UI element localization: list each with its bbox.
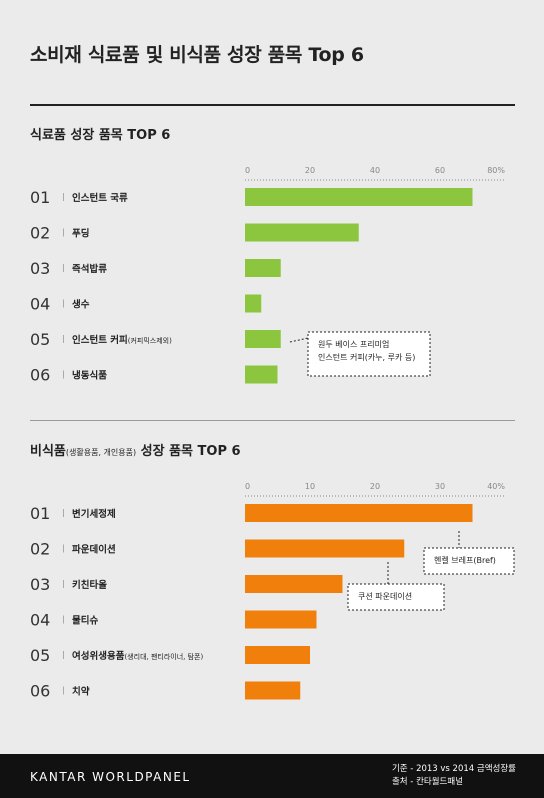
tick-label: 30 — [435, 482, 445, 491]
bar — [245, 610, 317, 629]
category-label: 푸딩 — [72, 228, 89, 240]
bar — [245, 539, 405, 558]
callout-box — [307, 331, 431, 377]
bar — [245, 259, 281, 277]
nonfood-title-note: (생활용품, 개인용품) — [65, 448, 137, 457]
nonfood-title-main: 비식품 — [30, 444, 66, 459]
food-section-title: 식료품 성장 품목 TOP 6 — [30, 128, 171, 143]
callout-text: 헨켈 브레프(Bref) — [434, 555, 496, 565]
rank-divider — [63, 193, 64, 201]
basis-note: 기준 - 2013 vs 2014 금액성장률 — [391, 764, 516, 774]
category-label: 치약 — [72, 686, 90, 698]
rank-label: 05 — [30, 646, 50, 665]
callout-text: 인스턴트 커피(카누, 루카 등) — [318, 352, 415, 362]
source-note: 출처 - 칸타월드패널 — [391, 777, 463, 787]
category-label: 즉석밥류 — [72, 263, 107, 275]
rank-label: 06 — [30, 366, 50, 385]
category-note: (생리대, 팬티라이너, 탐폰) — [124, 652, 203, 661]
bar — [245, 646, 310, 664]
rank-divider — [63, 686, 64, 695]
tick-label: 20 — [370, 482, 380, 491]
callout-box — [347, 583, 445, 611]
rank-label: 06 — [30, 682, 50, 701]
tick-label: 40% — [487, 482, 505, 491]
bar — [245, 681, 301, 700]
rank-label: 03 — [30, 575, 50, 594]
rank-divider — [63, 651, 64, 659]
category-label: 물티슈 — [72, 615, 98, 627]
tick-label: 80% — [487, 166, 505, 175]
rank-divider — [63, 370, 64, 379]
tick-label: 20 — [305, 166, 315, 175]
rank-label: 02 — [30, 540, 50, 559]
bar — [245, 223, 359, 242]
category-note: (커피믹스제외) — [128, 336, 172, 345]
bar — [245, 575, 343, 593]
tick-label: 40 — [370, 166, 380, 175]
callout-box — [423, 547, 515, 575]
rank-divider — [63, 335, 64, 343]
rank-divider — [63, 509, 64, 517]
category-label: 인스턴트 국류 — [72, 192, 128, 204]
brand-logo: KANTAR WORLDPANEL — [30, 770, 191, 784]
category-label: 키친타올 — [72, 579, 107, 591]
rank-divider — [63, 264, 64, 272]
footer-bar: KANTAR WORLDPANEL 기준 - 2013 vs 2014 금액성장… — [0, 754, 544, 798]
rank-label: 01 — [30, 188, 50, 207]
category-label: 인스턴트 커피(커피믹스제외) — [72, 334, 172, 346]
nonfood-growth-chart: 0 10 20 30 40% 01 변기세정제 02 파운데이션 03 키친타올 04 물티슈 05 여성위… — [30, 482, 515, 701]
callout-pointer — [289, 337, 309, 343]
bar — [245, 188, 473, 206]
tick-label: 60 — [435, 166, 445, 175]
callout-text: 원두 베이스 프리미엄 — [318, 339, 389, 349]
rank-divider — [63, 615, 64, 624]
category-label: 냉동식품 — [72, 370, 107, 382]
title-divider — [30, 104, 515, 106]
rank-divider — [63, 228, 64, 237]
category-label: 변기세정제 — [72, 508, 116, 520]
rank-label: 01 — [30, 504, 50, 523]
category-label: 파운데이션 — [72, 544, 116, 556]
bar — [245, 294, 262, 313]
callout-text: 쿠션 파운데이션 — [358, 591, 412, 601]
category-label: 생수 — [72, 299, 90, 311]
tick-label: 0 — [245, 482, 250, 491]
nonfood-title-suffix: 성장 품목 TOP 6 — [136, 444, 241, 459]
bar — [245, 504, 473, 522]
rank-divider — [63, 299, 64, 308]
tick-label: 0 — [245, 166, 250, 175]
rank-label: 04 — [30, 611, 50, 630]
rank-label: 03 — [30, 259, 50, 278]
category-label: 여성위생용품(생리대, 팬티라이너, 탐폰) — [72, 650, 203, 662]
rank-label: 05 — [30, 330, 50, 349]
rank-label: 02 — [30, 224, 50, 243]
tick-label: 10 — [305, 482, 315, 491]
bar — [245, 365, 278, 384]
rank-divider — [63, 544, 64, 553]
page-title: 소비재 식료품 및 비식품 성장 품목 Top 6 — [30, 44, 364, 66]
rank-divider — [63, 580, 64, 588]
footer-note: 기준 - 2013 vs 2014 금액성장률 출처 - 칸타월드패널 — [392, 763, 516, 789]
food-growth-chart: 0 20 40 60 80% 01 인스턴트 국류 02 푸딩 03 즉석밥류 04 생수 05 인스턴트 … — [30, 166, 505, 385]
bar — [245, 330, 281, 348]
rank-label: 04 — [30, 295, 50, 314]
nonfood-section-title: 비식품(생활용품, 개인용품) 성장 품목 TOP 6 — [30, 440, 241, 459]
section-divider — [30, 420, 515, 421]
